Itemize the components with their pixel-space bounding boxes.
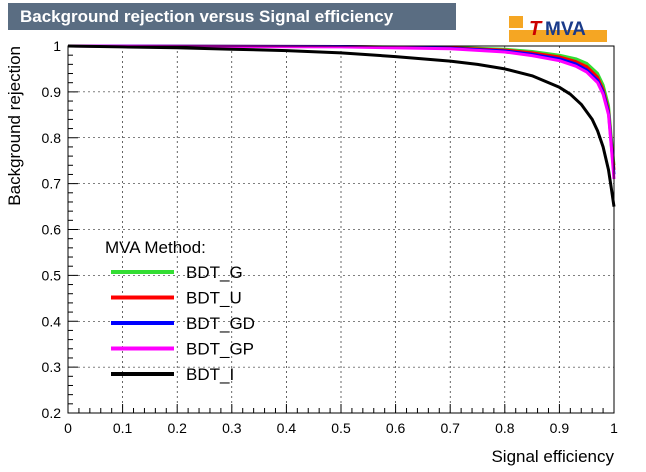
logo-text: MVA [545,19,586,40]
y-tick-label: 1 [53,38,61,54]
series-layer [67,44,616,207]
x-tick-label: 0.4 [277,420,297,436]
legend-label-bdt-gp: BDT_GP [186,340,254,359]
y-tick-label: 0.7 [42,176,62,192]
logo-letter: T [529,18,543,40]
y-tick-label: 0.4 [42,313,62,329]
ticks: 0 0.1 0.2 0.3 0.4 0.5 0.6 0.7 0.8 0.9 1 0.2 0.3 0.4 0.… [42,38,619,436]
legend-label-bdt-gd: BDT_GD [186,314,255,333]
legend-title: MVA Method: [105,238,206,257]
x-tick-label: 0.9 [550,420,570,436]
tmva-logo: T MVA [509,16,607,42]
y-tick-label: 0.3 [42,359,62,375]
chart-title: Background rejection versus Signal effic… [8,3,456,30]
y-tick-label: 0.8 [42,130,62,146]
x-tick-label: 0.7 [440,420,460,436]
legend-label-bdt-g: BDT_G [186,263,243,282]
x-tick-label: 0.6 [386,420,406,436]
legend: MVA Method: BDT_G BDT_U BDT_GD BDT_GP BDT_I [105,238,255,384]
grid [68,46,614,413]
x-axis-label: Signal efficiency [491,447,614,466]
x-tick-label: 0.8 [495,420,515,436]
y-tick-label: 0.2 [42,405,62,421]
y-tick-label: 0.9 [42,84,62,100]
series-line-bdt-gd [67,44,616,175]
y-axis-label: Background rejection [5,46,24,206]
x-tick-label: 0.2 [167,420,187,436]
y-tick-label: 0.6 [42,222,62,238]
series-line-bdt-gp [67,44,616,180]
series-line-bdt-i [67,44,616,207]
legend-label-bdt-i: BDT_I [186,365,234,384]
x-tick-label: 0.1 [113,420,133,436]
x-tick-label: 0 [64,420,72,436]
x-tick-label: 0.5 [331,420,351,436]
x-tick-label: 1 [610,420,618,436]
legend-label-bdt-u: BDT_U [186,289,242,308]
x-tick-label: 0.3 [222,420,242,436]
y-tick-label: 0.5 [42,267,62,283]
